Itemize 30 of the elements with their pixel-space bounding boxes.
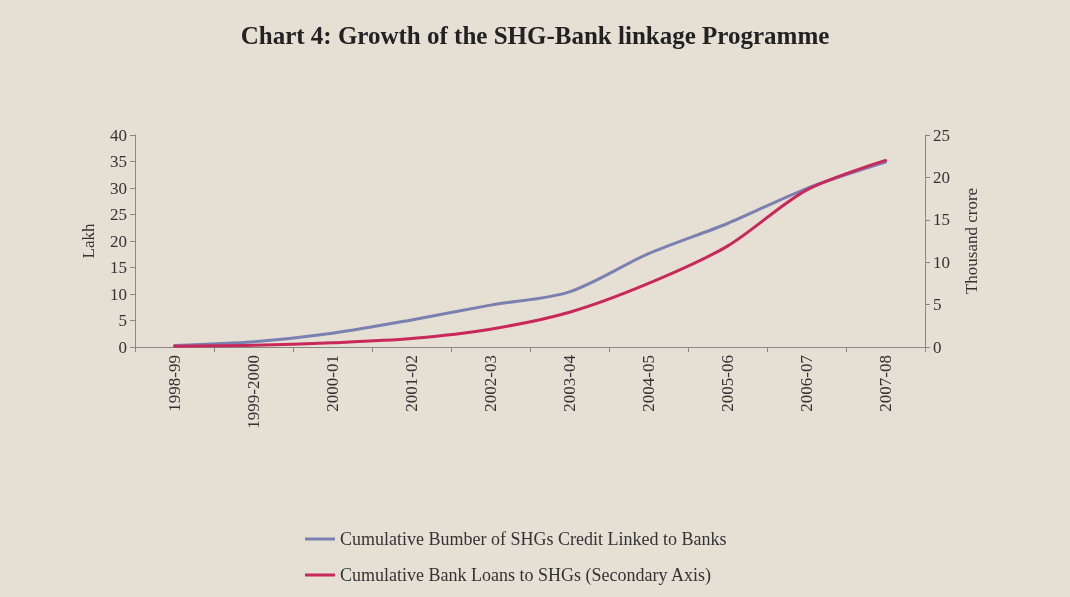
y-tick-label: 5	[118, 311, 127, 330]
x-tick-label: 2005-06	[718, 355, 737, 412]
y-tick-label: 20	[110, 231, 127, 251]
y-tick-label: 0	[118, 337, 127, 357]
legend-label: Cumulative Bumber of SHGs Credit Linked to Banks	[340, 529, 727, 549]
y-tick-label: 15	[110, 258, 127, 277]
chart-title: Chart 4: Growth of the SHG-Bank linkage Programme	[240, 22, 830, 49]
y-tick-label: 35	[110, 152, 127, 171]
x-tick-label: 2004-05	[639, 355, 658, 412]
x-tick-label: 2007-08	[876, 355, 895, 412]
x-tick-label: 2001-02	[402, 355, 421, 412]
y2-tick-label: 15	[933, 210, 950, 230]
y-tick-label: 30	[110, 178, 127, 198]
x-tick-label: 2002-03	[481, 355, 500, 412]
x-tick-label: 1998-99	[165, 355, 184, 412]
y2-tick-label: 20	[933, 167, 950, 187]
legend-label: Cumulative Bank Loans to SHGs (Secondary Axis)	[340, 565, 711, 586]
y2-tick-label: 10	[933, 252, 950, 272]
y2-axis-title: Thousand crore	[962, 187, 981, 295]
y-axis-title: Lakh	[79, 223, 98, 259]
x-tick-label: 2000-01	[323, 355, 342, 412]
y2-tick-label: 25	[933, 125, 950, 145]
y2-tick-label: 0	[933, 337, 942, 357]
y-tick-label: 40	[110, 125, 127, 145]
y2-tick-label: 5	[933, 295, 942, 315]
y-tick-label: 10	[110, 284, 127, 304]
x-tick-label: 1999-2000	[244, 355, 263, 429]
x-tick-label: 2006-07	[797, 354, 816, 412]
x-tick-label: 2003-04	[560, 354, 579, 412]
y-tick-label: 25	[110, 205, 127, 224]
